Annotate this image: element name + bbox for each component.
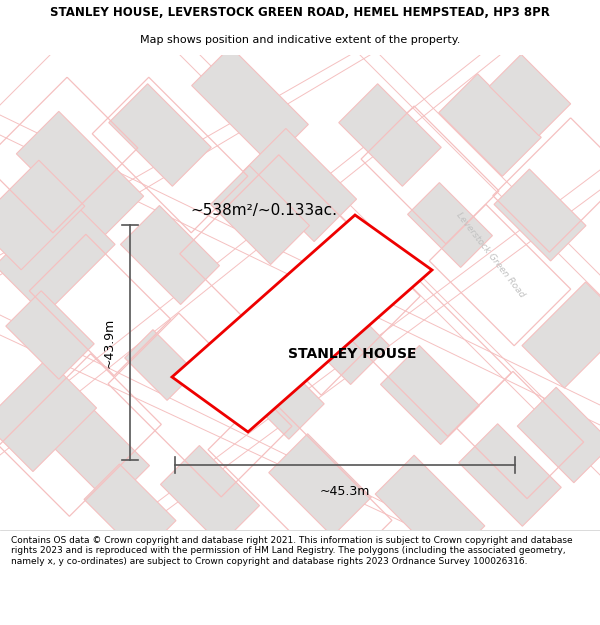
Bar	[517, 388, 600, 482]
Bar	[349, 274, 511, 436]
Bar	[0, 160, 85, 270]
Bar	[490, 54, 571, 136]
Bar	[290, 286, 389, 384]
Bar	[84, 464, 176, 556]
Bar	[125, 329, 196, 401]
Text: STANLEY HOUSE, LEVERSTOCK GREEN ROAD, HEMEL HEMPSTEAD, HP3 8PR: STANLEY HOUSE, LEVERSTOCK GREEN ROAD, HE…	[50, 6, 550, 19]
Bar	[29, 234, 171, 376]
Bar	[161, 446, 259, 544]
Bar	[493, 118, 600, 252]
Bar	[522, 282, 600, 388]
Bar	[494, 169, 586, 261]
Polygon shape	[172, 215, 432, 432]
Text: Leverstock Green Road: Leverstock Green Road	[454, 211, 526, 299]
Bar	[92, 78, 248, 232]
Bar	[0, 78, 138, 232]
Bar	[0, 354, 161, 516]
Bar	[109, 84, 211, 186]
Text: STANLEY HOUSE: STANLEY HOUSE	[287, 346, 416, 361]
Bar	[0, 195, 115, 315]
Bar	[50, 406, 149, 504]
Text: Map shows position and indicative extent of the property.: Map shows position and indicative extent…	[140, 34, 460, 44]
Bar	[191, 47, 308, 163]
Bar	[6, 291, 94, 379]
Bar	[269, 434, 371, 536]
Bar	[457, 371, 584, 499]
Bar	[236, 351, 324, 439]
Bar	[439, 74, 541, 176]
Bar	[361, 106, 499, 244]
Text: Contains OS data © Crown copyright and database right 2021. This information is : Contains OS data © Crown copyright and d…	[11, 536, 572, 566]
Bar	[180, 155, 420, 395]
Bar	[16, 111, 143, 239]
Bar	[339, 84, 441, 186]
Bar	[121, 206, 220, 304]
Text: ~538m²/~0.133ac.: ~538m²/~0.133ac.	[190, 202, 337, 217]
Bar	[208, 393, 392, 577]
Bar	[459, 424, 561, 526]
Text: ~43.9m: ~43.9m	[103, 318, 116, 368]
Bar	[108, 313, 292, 497]
Bar	[0, 358, 97, 472]
Text: ~45.3m: ~45.3m	[320, 485, 370, 498]
Bar	[211, 166, 310, 264]
Bar	[375, 455, 485, 565]
Bar	[407, 182, 493, 268]
Bar	[244, 128, 356, 242]
Bar	[380, 346, 479, 444]
Bar	[429, 204, 571, 346]
